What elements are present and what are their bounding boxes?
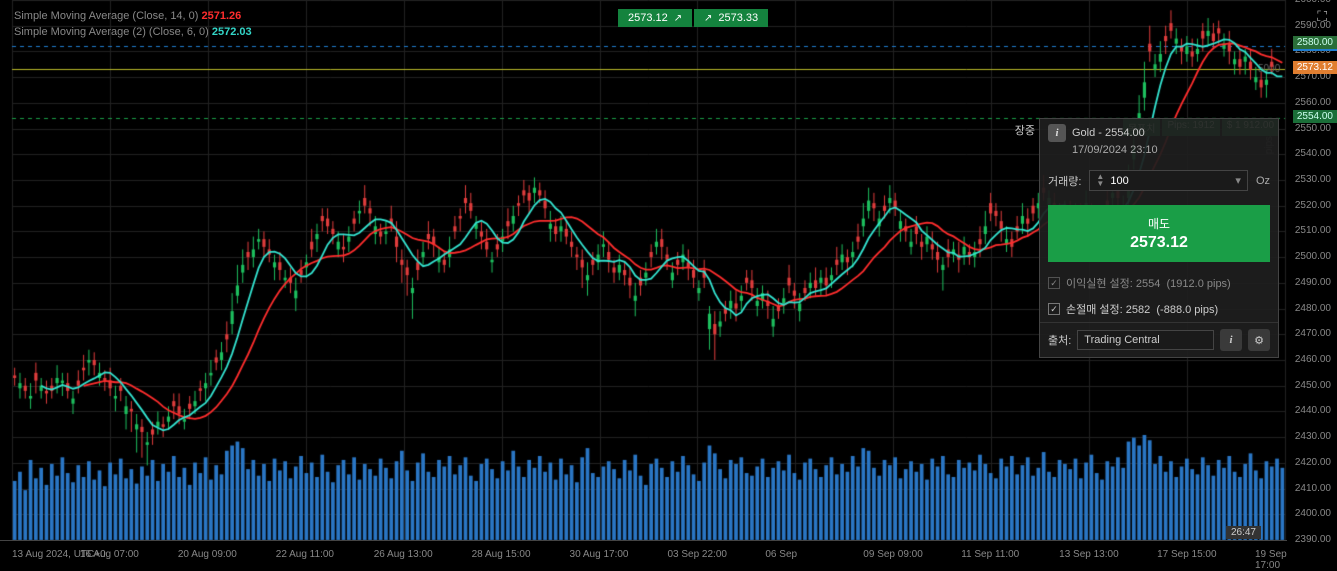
instrument-name: Gold - 2554.00: [1072, 127, 1145, 139]
x-axis-label: 30 Aug 17:00: [570, 549, 629, 560]
y-axis-label: 2410.00: [1295, 483, 1331, 494]
qty-down-icon[interactable]: ▼: [1096, 181, 1104, 187]
sell-button[interactable]: 매도 2573.12: [1048, 205, 1270, 262]
indicator-value: 2572.03: [212, 26, 252, 38]
market-status-label: 장중: [1015, 122, 1035, 138]
quantity-value: 100: [1110, 175, 1235, 187]
indicator-sma-14[interactable]: Simple Moving Average (Close, 14, 0) 257…: [14, 10, 241, 22]
stop-loss-row[interactable]: ✓ 손절매 설정: 2582 (-888.0 pips): [1040, 296, 1278, 322]
dropdown-icon[interactable]: ▾: [1235, 174, 1241, 187]
info-icon[interactable]: i: [1048, 124, 1066, 142]
x-axis-label: 03 Sep 22:00: [667, 549, 727, 560]
arrow-up-icon: ↗: [704, 13, 712, 24]
y-axis-label: 2560.00: [1295, 97, 1331, 108]
y-axis-label: 2400.00: [1295, 508, 1331, 519]
x-axis-label: 17 Sep 15:00: [1157, 549, 1217, 560]
indicator-value: 2571.26: [202, 10, 242, 22]
x-axis-label: 16 Aug 07:00: [80, 549, 139, 560]
bid-price: 2573.12: [628, 12, 668, 24]
sell-button-label: 매도: [1058, 215, 1260, 232]
y-axis-label: 2430.00: [1295, 431, 1331, 442]
y-axis-label: 2510.00: [1295, 225, 1331, 236]
y-axis-label: 2600.00: [1295, 0, 1331, 5]
tp-text: 이익실현 설정: 2554 (1912.0 pips): [1066, 275, 1231, 291]
y-axis-label: 2530.00: [1295, 174, 1331, 185]
ask-price: 2573.33: [718, 12, 758, 24]
unit-label: Oz: [1256, 175, 1270, 187]
y-axis: 2390.002400.002410.002420.002430.002440.…: [1287, 0, 1337, 540]
info-icon[interactable]: i: [1220, 329, 1242, 351]
x-axis: 13 Aug 2024, UTC+016 Aug 07:0020 Aug 09:…: [0, 540, 1287, 571]
checkbox-icon[interactable]: ✓: [1048, 303, 1060, 315]
indicator-sma-6[interactable]: Simple Moving Average (2) (Close, 6, 0) …: [14, 26, 252, 38]
y-axis-label: 2450.00: [1295, 380, 1331, 391]
x-axis-label: 11 Sep 11:00: [961, 549, 1019, 560]
y-axis-label: 2480.00: [1295, 303, 1331, 314]
arrow-up-icon: ↗: [674, 13, 682, 24]
order-panel: i Gold - 2554.00 17/09/2024 23:10 거래량: ▲…: [1039, 118, 1279, 358]
y-axis-label: 2420.00: [1295, 457, 1331, 468]
datetime-label: 17/09/2024 23:10: [1040, 144, 1278, 164]
take-profit-row[interactable]: ✓ 이익실현 설정: 2554 (1912.0 pips): [1040, 270, 1278, 296]
x-axis-label: 20 Aug 09:00: [178, 549, 237, 560]
expand-icon[interactable]: ⛶: [1317, 8, 1327, 25]
checkbox-icon[interactable]: ✓: [1048, 277, 1060, 289]
ask-price-button[interactable]: ↗ 2573.33: [694, 9, 768, 27]
x-axis-label: 13 Sep 13:00: [1059, 549, 1119, 560]
y-axis-label: 2460.00: [1295, 354, 1331, 365]
qty-label: 거래량:: [1048, 173, 1081, 189]
gear-icon[interactable]: ⚙: [1248, 329, 1270, 351]
x-axis-label: 06 Sep: [765, 549, 797, 560]
price-badge: 2554.00: [1293, 110, 1337, 123]
x-axis-label: 22 Aug 11:00: [276, 549, 334, 560]
y-axis-label: 2500.00: [1295, 251, 1331, 262]
bar-countdown: 26:47: [1226, 526, 1261, 539]
bid-price-button[interactable]: 2573.12 ↗: [618, 9, 692, 27]
indicator-label: Simple Moving Average (Close, 14, 0): [14, 10, 198, 22]
y-axis-label: 2390.00: [1295, 534, 1331, 545]
y-axis-label: 2520.00: [1295, 200, 1331, 211]
y-axis-label: 2540.00: [1295, 148, 1331, 159]
x-axis-label: 19 Sep 17:00: [1255, 549, 1287, 571]
y-axis-label: 2490.00: [1295, 277, 1331, 288]
price-badge: 2580.00: [1293, 36, 1337, 49]
x-axis-label: 28 Aug 15:00: [472, 549, 531, 560]
sell-button-price: 2573.12: [1058, 234, 1260, 252]
quantity-input[interactable]: ▲▼ 100 ▾: [1089, 170, 1248, 191]
price-badge: 2573.12: [1293, 61, 1337, 74]
y-axis-label: 2470.00: [1295, 328, 1331, 339]
sl-text: 손절매 설정: 2582 (-888.0 pips): [1066, 301, 1218, 317]
y-axis-label: 2550.00: [1295, 123, 1331, 134]
x-axis-label: 09 Sep 09:00: [863, 549, 923, 560]
x-axis-label: 26 Aug 13:00: [374, 549, 433, 560]
source-label: 출처:: [1048, 332, 1071, 348]
y-axis-label: 2440.00: [1295, 405, 1331, 416]
indicator-label: Simple Moving Average (2) (Close, 6, 0): [14, 26, 209, 38]
source-value[interactable]: Trading Central: [1077, 330, 1214, 350]
